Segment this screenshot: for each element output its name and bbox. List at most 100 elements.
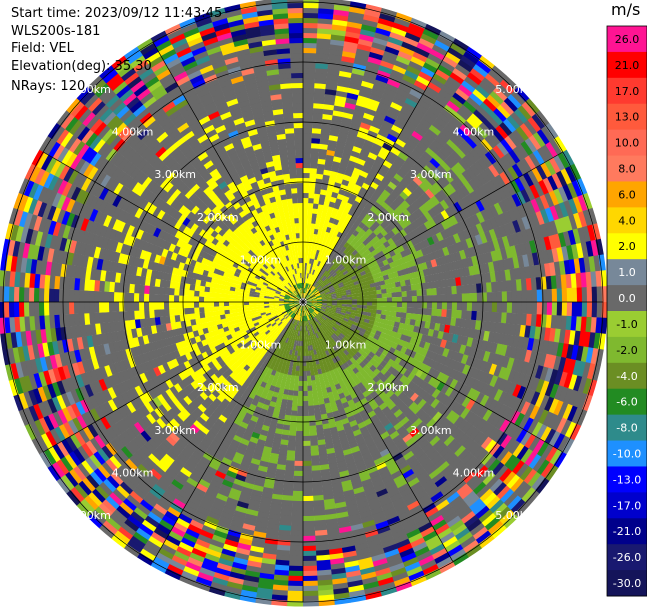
velocity-gate [368,319,375,326]
velocity-gate [534,365,544,380]
velocity-gate [517,104,533,121]
velocity-gate [403,217,412,227]
velocity-gate [303,32,318,39]
velocity-gate [549,369,559,384]
velocity-gate [414,277,422,285]
velocity-gate [372,115,385,125]
velocity-gate [539,366,549,381]
velocity-gate [308,247,312,254]
velocity-gate [488,148,501,162]
velocity-gate [330,278,337,284]
velocity-gate [344,256,351,263]
velocity-gate [492,238,501,251]
velocity-gate [463,50,480,65]
velocity-gate [303,17,319,24]
velocity-gate [303,267,305,274]
velocity-gate [571,287,578,303]
velocity-gate [358,153,369,162]
velocity-gate [366,302,373,306]
velocity-gate [303,47,317,54]
velocity-gate [326,68,340,76]
velocity-gate [364,107,377,117]
velocity-gate [379,280,386,286]
velocity-gate [372,176,382,186]
velocity-gate [302,365,307,372]
velocity-gate [302,440,311,447]
velocity-gate [453,268,461,279]
velocity-gate [410,55,426,67]
velocity-gate [503,97,519,113]
velocity-gate [521,101,536,118]
velocity-gate [372,273,379,280]
velocity-gate [325,309,332,313]
velocity-gate [416,307,423,315]
velocity-gate [303,52,317,59]
velocity-gate [463,181,475,194]
velocity-gate [404,97,418,109]
velocity-gate [327,254,333,261]
velocity-gate [337,281,344,287]
velocity-gate [406,296,413,303]
velocity-gate [321,294,327,298]
velocity-gate [447,153,459,166]
velocity-gate [316,213,322,220]
velocity-gate [305,252,309,259]
velocity-gate [461,170,473,183]
velocity-gate [384,319,391,326]
velocity-gate [511,163,524,178]
velocity-gate [511,302,518,314]
velocity-gate [390,315,397,322]
velocity-gate [395,231,404,241]
velocity-gate [436,222,446,233]
velocity-gate [438,30,456,44]
velocity-gate [448,235,457,246]
velocity-gate [325,265,332,272]
velocity-gate [553,328,562,343]
velocity-gate [505,280,513,292]
velocity-gate [553,261,562,276]
velocity-gate [465,167,477,180]
velocity-gate [341,259,348,266]
velocity-gate [312,107,324,115]
velocity-gate [353,280,360,286]
velocity-gate [316,47,330,55]
velocity-gate [378,64,393,75]
velocity-gate [364,284,371,289]
velocity-gate [417,240,426,250]
velocity-gate [303,22,318,29]
velocity-gate [525,227,535,242]
velocity-gate [444,227,454,238]
velocity-gate [351,296,358,300]
velocity-gate [548,234,557,250]
velocity-gate [288,575,303,582]
velocity-gate [331,293,337,297]
velocity-gate [446,138,459,151]
velocity-gate [310,293,316,298]
velocity-gate [302,370,307,377]
velocity-gate [305,294,310,300]
velocity-gate [462,218,472,230]
velocity-gate [303,67,316,74]
velocity-gate [492,144,506,159]
velocity-gate [477,157,489,171]
velocity-gate [395,12,413,23]
velocity-gate [328,201,336,208]
velocity-gate [332,207,339,215]
velocity-gate [302,560,317,567]
velocity-gate [331,272,338,278]
velocity-gate [500,312,508,324]
velocity-gate [482,241,491,254]
velocity-gate [485,282,493,293]
velocity-gate [514,86,530,103]
velocity-gate [575,316,583,332]
velocity-gate [516,204,527,219]
velocity-gate [329,287,336,292]
velocity-gate [475,59,492,74]
velocity-gate [302,465,312,472]
velocity-gate [435,92,450,105]
velocity-gate [595,348,604,366]
velocity-gate [329,227,336,235]
velocity-gate [372,159,383,169]
velocity-gate [354,53,370,62]
velocity-gate [460,318,467,328]
